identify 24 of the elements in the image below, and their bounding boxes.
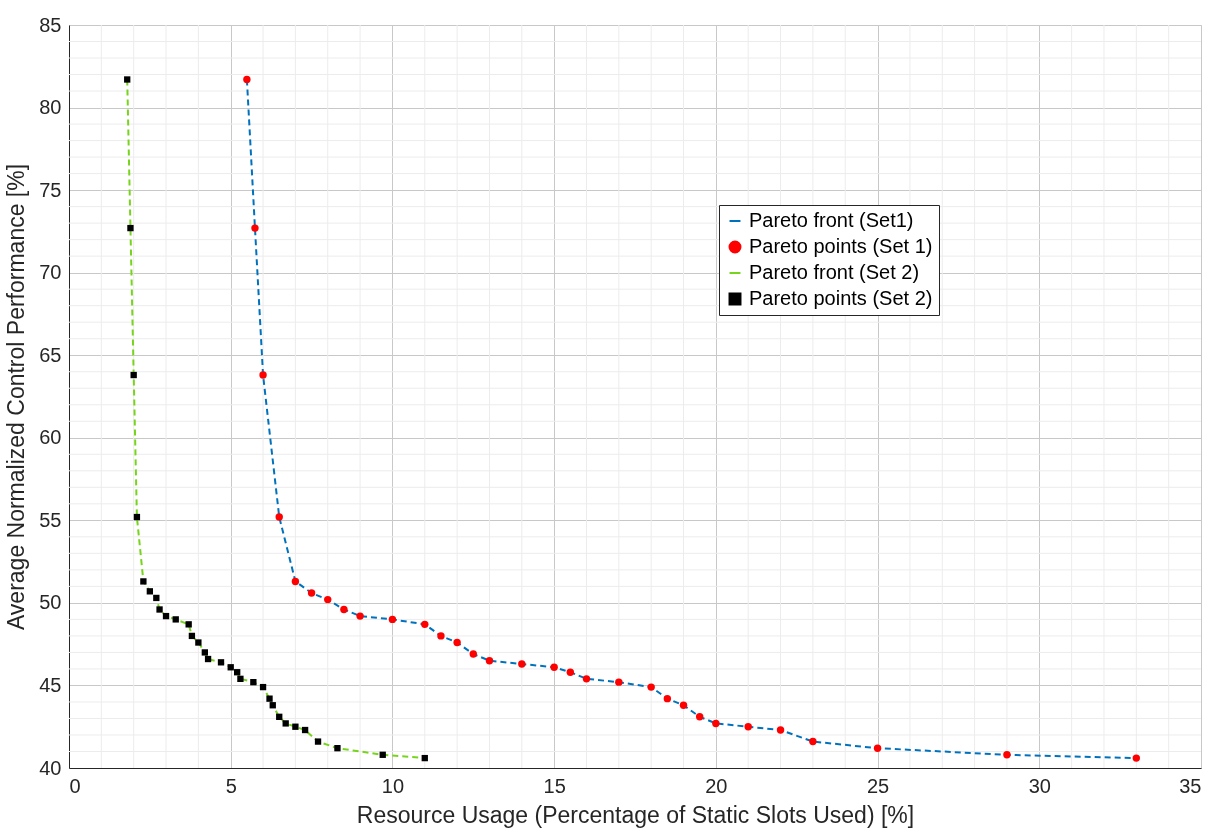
legend-label: Pareto front (Set 2)	[749, 261, 920, 283]
y-tick-label: 40	[39, 756, 62, 779]
y-tick-label: 50	[39, 591, 62, 614]
x-tick-label: 25	[866, 774, 890, 797]
x-tick-label: 15	[543, 774, 566, 797]
x-axis-title: Resource Usage (Percentage of Static Slots Used) [%]	[356, 801, 915, 828]
y-tick-label: 80	[39, 96, 62, 119]
y-tick-label: 65	[39, 343, 62, 366]
y-tick-label: 45	[39, 673, 62, 696]
x-tick-label: 35	[1179, 774, 1202, 797]
y-tick-label: 70	[39, 261, 62, 284]
legend-label: Pareto points (Set 2)	[749, 287, 933, 309]
x-tick-label: 0	[69, 774, 81, 797]
legend-label: Pareto points (Set 1)	[749, 235, 933, 257]
y-tick-label: 55	[39, 508, 62, 531]
x-tick-label: 30	[1028, 774, 1051, 797]
y-tick-label: 60	[39, 426, 62, 449]
y-axis-title: Average Normalized Control Performance [%]	[3, 163, 30, 631]
x-tick-label: 20	[705, 774, 728, 797]
x-tick-label: 10	[381, 774, 405, 797]
y-tick-label: 75	[39, 178, 62, 201]
x-tick-label: 5	[225, 774, 237, 797]
legend-label: Pareto front (Set1)	[749, 209, 914, 231]
y-tick-label: 85	[39, 13, 62, 36]
